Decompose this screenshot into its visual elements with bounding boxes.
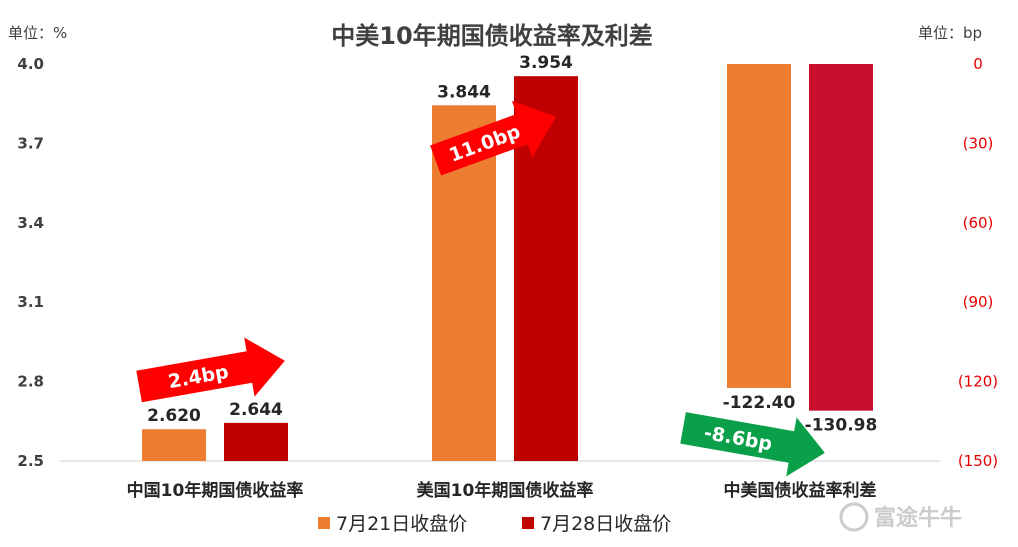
- arrow-annotation-cn: 2.4bp: [136, 337, 285, 403]
- category-label: 美国10年期国债收益率: [417, 480, 594, 501]
- arrow-green-icon: [680, 412, 825, 477]
- left-axis-ticks: 4.0 3.7 3.4 3.1 2.8 2.5: [17, 55, 44, 470]
- category-label: 中美国债收益率利差: [724, 480, 877, 501]
- data-labels: 2.620 2.644 3.844 3.954 -122.40 -130.98: [147, 53, 877, 435]
- right-tick-label: 0: [973, 55, 983, 73]
- data-label: 2.620: [147, 406, 201, 426]
- bar: [224, 422, 288, 461]
- data-label: -130.98: [805, 416, 878, 436]
- right-tick-label: (150): [958, 452, 998, 470]
- left-tick-label: 2.5: [17, 452, 44, 470]
- left-axis-unit: 单位：%: [8, 24, 67, 42]
- right-tick-label: (60): [963, 214, 994, 232]
- left-tick-label: 4.0: [17, 55, 44, 73]
- data-label: 3.844: [437, 82, 491, 102]
- bar: [727, 64, 791, 388]
- chart-title: 中美10年期国债收益率及利差: [331, 22, 652, 50]
- bar: [142, 429, 206, 461]
- arrow-red-icon: [430, 100, 556, 176]
- legend-swatch-0721: [318, 517, 330, 529]
- left-tick-label: 2.8: [17, 373, 44, 391]
- right-tick-label: (90): [963, 293, 994, 311]
- watermark-text: 富途牛牛: [874, 505, 962, 531]
- arrow-red-icon: [136, 337, 285, 403]
- left-tick-label: 3.4: [17, 214, 44, 232]
- category-label: 中国10年期国债收益率: [127, 480, 304, 501]
- bar: [809, 64, 873, 411]
- right-tick-label: (120): [958, 373, 998, 391]
- legend-label-0728: 7月28日收盘价: [540, 513, 671, 535]
- watermark: 富途牛牛: [839, 502, 962, 532]
- legend-label-0721: 7月21日收盘价: [336, 513, 467, 535]
- watermark-logo-icon: [839, 502, 869, 532]
- left-tick-label: 3.7: [17, 134, 44, 152]
- data-label: 2.644: [229, 400, 283, 420]
- left-tick-label: 3.1: [17, 293, 44, 311]
- data-label: -122.40: [723, 393, 796, 413]
- right-tick-label: (30): [963, 134, 994, 152]
- legend-swatch-0728: [522, 517, 534, 529]
- legend: 7月21日收盘价 7月28日收盘价: [318, 513, 671, 535]
- category-labels: 中国10年期国债收益率 美国10年期国债收益率 中美国债收益率利差: [127, 480, 877, 501]
- right-axis-ticks: 0 (30) (60) (90) (120) (150): [958, 55, 998, 470]
- data-label: 3.954: [519, 53, 573, 73]
- right-axis-unit: 单位：bp: [918, 24, 982, 42]
